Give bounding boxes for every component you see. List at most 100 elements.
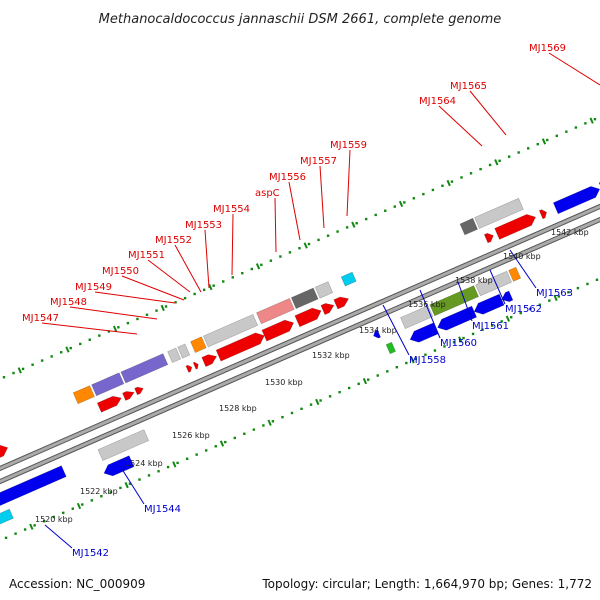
forward-ruler: [2, 117, 597, 379]
gene-box: [72, 385, 95, 405]
leader-line: [509, 249, 537, 289]
gene-box: [429, 285, 479, 317]
gene-box: [0, 508, 14, 525]
gene-box: [120, 353, 169, 384]
tick-label: 1540 kbp: [503, 252, 541, 261]
gene-box: [385, 341, 396, 355]
gene-arrow: [483, 232, 494, 244]
leader-line: [288, 181, 301, 241]
leader-line: [41, 322, 138, 335]
gene-label-mj1548: MJ1548: [50, 297, 87, 308]
gene-arrow: [320, 303, 335, 315]
gene-box: [97, 429, 150, 461]
gene-label-mj1547: MJ1547: [22, 313, 59, 324]
topology-text: Topology: circular; Length: 1,664,970 bp…: [262, 577, 592, 591]
gene-box: [400, 305, 434, 329]
gene-box: [167, 347, 182, 363]
gene-label-mj1556: MJ1556: [269, 172, 306, 183]
tick-label: 1530 kbp: [265, 378, 303, 387]
gene-arrow: [122, 391, 135, 401]
gene-box: [475, 270, 512, 297]
tick-label: 1534 kbp: [359, 326, 397, 335]
tick-label: 1538 kbp: [455, 276, 493, 285]
gene-arrow: [0, 465, 67, 506]
gene-box: [91, 372, 125, 397]
gene-arrow: [333, 296, 350, 310]
tick-label: 1524 kbp: [125, 459, 163, 468]
label-leader-lines: [41, 52, 600, 549]
gene-label-aspc: aspC: [255, 188, 280, 199]
gene-box: [203, 314, 259, 348]
leader-line: [121, 275, 185, 301]
gene-box: [177, 343, 191, 359]
gene-arrow: [134, 386, 144, 396]
leader-line: [469, 90, 507, 136]
gene-label-mj1559: MJ1559: [330, 140, 367, 151]
gene-box: [474, 197, 524, 229]
gene-arrow: [261, 319, 295, 342]
gene-box: [190, 336, 207, 353]
leader-line: [94, 291, 176, 304]
leader-line: [382, 304, 410, 356]
accession-text: Accession: NC_000909: [9, 577, 146, 591]
gene-arrow: [409, 322, 439, 343]
gene-label-mj1560: MJ1560: [440, 338, 477, 349]
gene-arrow: [294, 307, 322, 328]
gene-arrow: [552, 186, 600, 215]
gene-features: [0, 182, 600, 525]
gene-label-mj1558: MJ1558: [409, 355, 446, 366]
gene-label-mj1554: MJ1554: [213, 204, 250, 215]
gene-box: [508, 266, 522, 282]
gene-label-mj1557: MJ1557: [300, 156, 337, 167]
gene-arrow: [185, 364, 193, 373]
gene-box: [290, 287, 319, 309]
tick-label: 1532 kbp: [312, 351, 350, 360]
leader-line: [457, 281, 473, 322]
leader-line: [438, 105, 483, 147]
gene-arrow: [373, 329, 381, 339]
gene-label-mj1561: MJ1561: [472, 321, 509, 332]
gene-label-mj1553: MJ1553: [185, 220, 222, 231]
leader-line: [489, 269, 506, 305]
genome-backbone: [0, 203, 600, 485]
gene-arrow: [538, 209, 547, 220]
gene-label-mj1551: MJ1551: [128, 250, 165, 261]
backbone-reverse-strand-highlight: [0, 217, 600, 484]
leader-line: [231, 213, 234, 276]
gene-label-mj1549: MJ1549: [75, 282, 112, 293]
tick-label: 1522 kbp: [80, 487, 118, 496]
leader-line: [274, 197, 277, 253]
gene-label-mj1565: MJ1565: [450, 81, 487, 92]
tick-label: 1542 kbp: [551, 228, 589, 237]
leader-line: [204, 229, 210, 289]
gene-box: [314, 281, 334, 299]
tick-label: 1520 kbp: [35, 515, 73, 524]
gene-label-mj1550: MJ1550: [102, 266, 139, 277]
tick-label: 1526 kbp: [172, 431, 210, 440]
map-title: Methanocaldococcus jannaschii DSM 2661, …: [99, 12, 502, 27]
gene-label-mj1564: MJ1564: [419, 96, 456, 107]
leader-line: [548, 52, 600, 86]
leader-line: [44, 524, 73, 549]
leader-line: [419, 289, 441, 339]
leader-line: [69, 306, 158, 320]
gene-arrow: [437, 305, 477, 331]
gene-arrow: [473, 293, 505, 315]
gene-box: [340, 271, 357, 287]
gene-box: [459, 217, 478, 236]
gene-box: [256, 298, 295, 325]
backbone-forward-strand-highlight: [0, 204, 600, 471]
gene-label-mj1563: MJ1563: [536, 288, 573, 299]
tick-label: 1536 kbp: [408, 300, 446, 309]
gene-arrow: [0, 444, 9, 458]
gene-arrow: [494, 214, 537, 240]
gene-arrow: [201, 354, 218, 367]
ruler-tracks: [2, 117, 599, 540]
gene-label-mj1562: MJ1562: [505, 304, 542, 315]
gene-arrow: [192, 361, 199, 370]
tick-label: 1528 kbp: [219, 404, 257, 413]
leader-line: [346, 149, 351, 217]
gene-label-mj1542: MJ1542: [72, 548, 109, 559]
leader-line: [147, 259, 191, 293]
gene-label-mj1544: MJ1544: [144, 504, 181, 515]
